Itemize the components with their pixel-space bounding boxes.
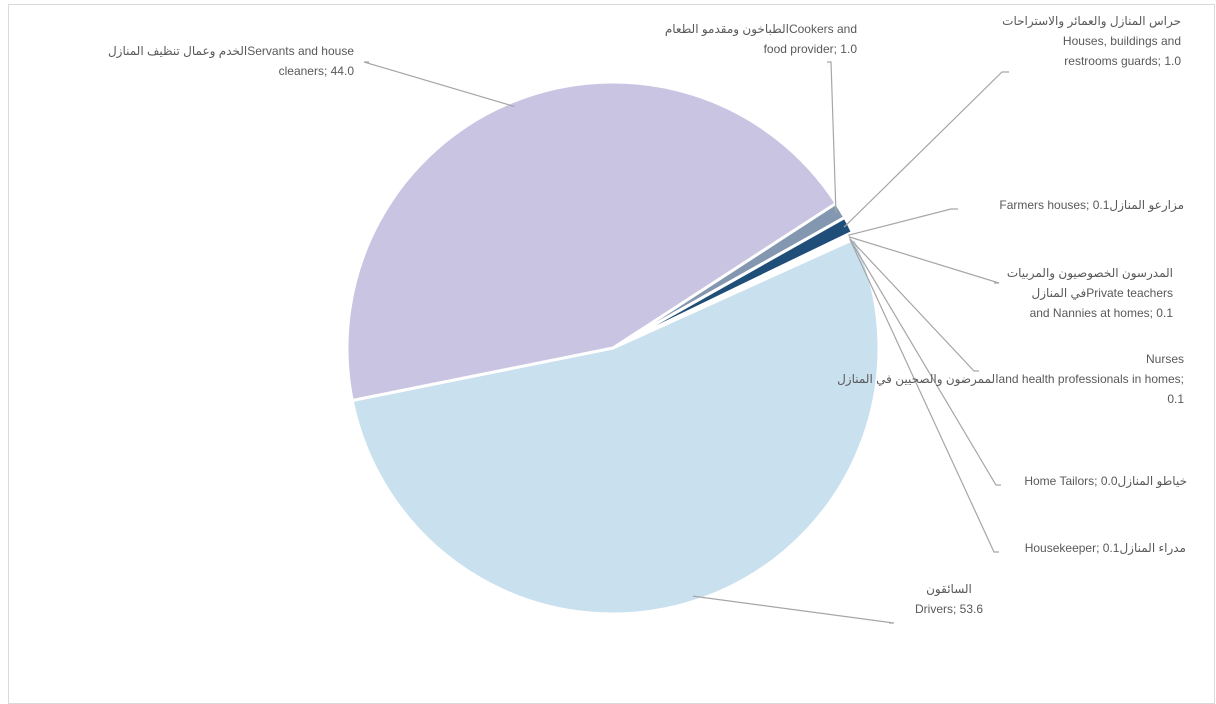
- slice-label: المدرسون الخصوصيون والمربيات في المنازلPr…: [1007, 266, 1174, 320]
- slice-label: Farmers houses; 0.1مزارعو المنازل: [999, 198, 1184, 213]
- leader-line: [363, 61, 515, 108]
- slice-label: Nurses الممرضون والصحيين في المنازلand he…: [837, 352, 1184, 406]
- pie-slice: [345, 80, 839, 403]
- pie-slice: [350, 236, 881, 616]
- leader-line: [692, 595, 895, 624]
- slice-label: السائقون Drivers; 53.6: [915, 582, 983, 616]
- slice-label: الطباخون ومقدمو الطعامCookers and food pr…: [665, 22, 858, 56]
- leader-line: [849, 238, 1001, 486]
- pie-chart: الطباخون ومقدمو الطعامCookers and food pr…: [108, 14, 1187, 624]
- leader-line: [847, 208, 958, 236]
- leader-line: [849, 239, 999, 553]
- leader-line: [848, 236, 1000, 284]
- leader-line: [849, 237, 979, 372]
- chart-area: الطباخون ومقدمو الطعامCookers and food pr…: [8, 4, 1215, 704]
- slice-label: الخدم وعمال تنظيف المنازلServants and ho…: [108, 44, 354, 78]
- leader-line: [827, 61, 837, 213]
- leader-line: [843, 71, 1009, 228]
- slice-label: Housekeeper; 0.1مدراء المنازل: [1025, 541, 1186, 556]
- slice-label: حراس المنازل والعمائر والاستراحات Houses,…: [1002, 14, 1181, 68]
- slice-label: Home Tailors; 0.0خياطو المنازل: [1024, 474, 1187, 489]
